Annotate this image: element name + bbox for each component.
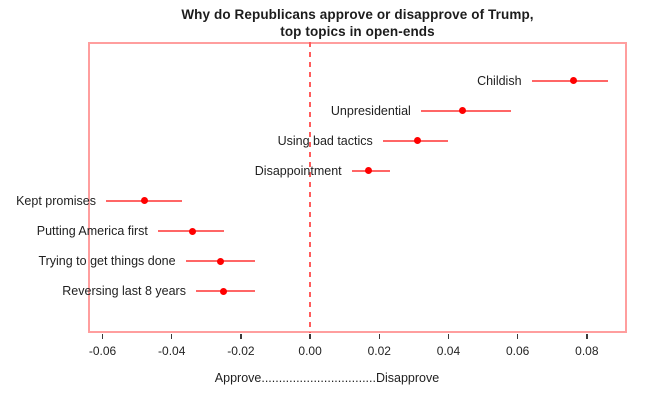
point-label: Childish <box>477 73 522 88</box>
point-label: Kept promises <box>16 193 96 208</box>
chart-title-line2: top topics in open-ends <box>280 24 435 39</box>
point-label: Using bad tactics <box>277 133 373 148</box>
zero-reference-line <box>309 42 312 333</box>
x-axis-label: Approve.................................… <box>214 371 440 385</box>
data-point <box>413 137 421 145</box>
data-point <box>458 107 466 115</box>
x-tick-label: 0.02 <box>367 344 391 358</box>
x-tick-label: 0.08 <box>575 344 599 358</box>
data-point <box>216 257 224 265</box>
x-tick <box>170 334 173 339</box>
x-tick-label: 0.04 <box>436 344 461 358</box>
x-tick <box>240 334 242 339</box>
x-tick-label: -0.04 <box>158 344 186 358</box>
plot-box <box>88 42 627 333</box>
x-tick-label: 0.00 <box>298 344 322 358</box>
x-tick <box>586 334 588 339</box>
x-tick-label: -0.06 <box>88 344 117 358</box>
data-point <box>188 227 196 235</box>
x-tick <box>516 334 519 339</box>
x-tick <box>309 334 311 339</box>
x-tick <box>447 334 450 339</box>
x-tick-label: -0.02 <box>227 344 255 358</box>
data-point <box>365 167 373 175</box>
data-point <box>140 197 148 205</box>
chart-title: Why do Republicans approve or disapprove… <box>88 6 627 40</box>
point-label: Trying to get things done <box>38 254 176 269</box>
point-label: Disappointment <box>254 163 342 178</box>
data-point <box>220 287 228 295</box>
x-tick-label: 0.06 <box>505 344 530 358</box>
point-label: Unpresidential <box>330 103 411 118</box>
x-tick <box>378 334 381 339</box>
data-point <box>569 77 577 85</box>
point-label: Reversing last 8 years <box>62 284 186 299</box>
point-label: Putting America first <box>36 224 148 238</box>
x-tick <box>101 334 104 339</box>
chart-title-line1: Why do Republicans approve or disapprove… <box>181 7 534 22</box>
